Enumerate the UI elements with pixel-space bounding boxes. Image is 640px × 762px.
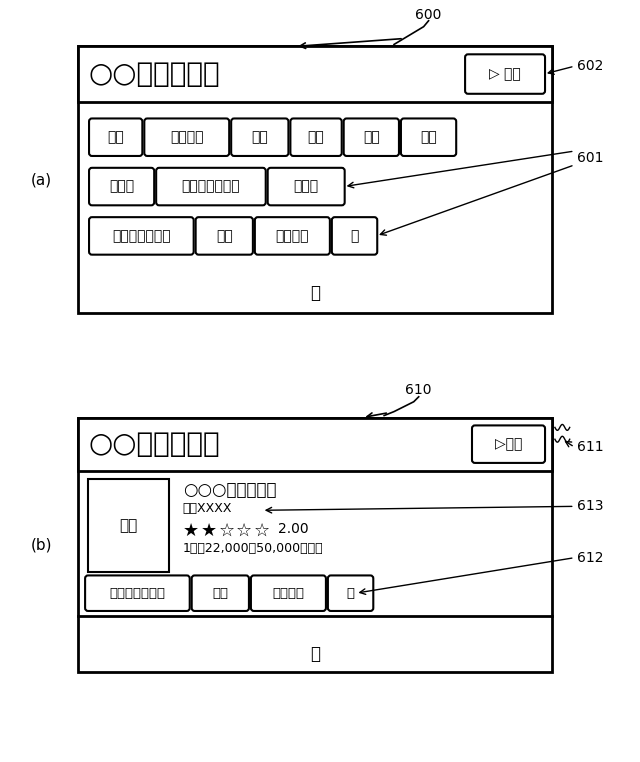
Text: 雰囲気: 雰囲気 <box>294 180 319 194</box>
Text: 602: 602 <box>577 59 603 73</box>
Text: ☆: ☆ <box>236 522 252 540</box>
FancyBboxPatch shape <box>472 425 545 463</box>
Text: ：: ： <box>310 284 320 303</box>
Text: アイスクリーム: アイスクリーム <box>112 229 171 243</box>
FancyBboxPatch shape <box>231 118 289 156</box>
Text: ○○県の温泉宿: ○○県の温泉宿 <box>88 60 220 88</box>
FancyBboxPatch shape <box>89 118 142 156</box>
Text: 夕食: 夕食 <box>216 229 232 243</box>
Text: アイスクリーム: アイスクリーム <box>109 587 165 600</box>
FancyBboxPatch shape <box>465 54 545 94</box>
Text: 601: 601 <box>577 151 603 165</box>
Text: ○○○温泉ホテル: ○○○温泉ホテル <box>183 481 276 498</box>
Bar <box>88 479 169 572</box>
Text: 枚: 枚 <box>347 587 355 600</box>
FancyBboxPatch shape <box>332 217 377 255</box>
Text: 600: 600 <box>415 8 442 22</box>
Text: ★: ★ <box>200 522 217 540</box>
Bar <box>78 418 552 672</box>
Text: ○○県の温泉宿: ○○県の温泉宿 <box>88 431 220 458</box>
Text: 613: 613 <box>577 499 603 514</box>
FancyBboxPatch shape <box>89 217 194 255</box>
FancyBboxPatch shape <box>196 217 253 255</box>
Text: 1泊、22,000～50,000円／人: 1泊、22,000～50,000円／人 <box>183 542 323 555</box>
Text: ▷ 地図: ▷ 地図 <box>489 67 521 81</box>
Text: ☆: ☆ <box>218 522 234 540</box>
Text: (a): (a) <box>31 172 52 187</box>
Text: 夕食: 夕食 <box>212 587 228 600</box>
FancyBboxPatch shape <box>251 575 326 611</box>
Text: 懐石料理: 懐石料理 <box>170 130 204 144</box>
Text: 源泉・掛け流し: 源泉・掛け流し <box>182 180 240 194</box>
Text: 610: 610 <box>406 383 432 397</box>
FancyBboxPatch shape <box>268 168 345 205</box>
Bar <box>78 46 552 313</box>
FancyBboxPatch shape <box>255 217 330 255</box>
Text: ：: ： <box>310 645 320 664</box>
Text: 住所XXXX: 住所XXXX <box>183 502 232 515</box>
Text: ☆: ☆ <box>254 522 270 540</box>
Text: (b): (b) <box>31 537 52 552</box>
FancyBboxPatch shape <box>401 118 456 156</box>
Text: ラーメン: ラーメン <box>273 587 305 600</box>
Bar <box>78 418 552 471</box>
Text: 料理: 料理 <box>308 130 324 144</box>
FancyBboxPatch shape <box>156 168 266 205</box>
Text: ★: ★ <box>183 522 199 540</box>
FancyBboxPatch shape <box>85 575 189 611</box>
FancyBboxPatch shape <box>291 118 342 156</box>
Text: 部屋: 部屋 <box>363 130 380 144</box>
Text: 枚: 枚 <box>350 229 359 243</box>
Text: 612: 612 <box>577 551 603 565</box>
Text: 庭園: 庭園 <box>252 130 268 144</box>
Text: ラーメン: ラーメン <box>276 229 309 243</box>
FancyBboxPatch shape <box>89 168 154 205</box>
FancyBboxPatch shape <box>192 575 249 611</box>
Text: 岩風呂: 岩風呂 <box>109 180 134 194</box>
Bar <box>78 46 552 101</box>
FancyBboxPatch shape <box>344 118 399 156</box>
FancyBboxPatch shape <box>144 118 229 156</box>
Text: 611: 611 <box>577 440 604 454</box>
FancyBboxPatch shape <box>328 575 373 611</box>
Text: 写真: 写真 <box>120 518 138 533</box>
Text: 離れ: 離れ <box>108 130 124 144</box>
Text: ▷地図: ▷地図 <box>495 437 522 451</box>
Text: 温泉: 温泉 <box>420 130 437 144</box>
Text: 2.00: 2.00 <box>278 522 308 536</box>
